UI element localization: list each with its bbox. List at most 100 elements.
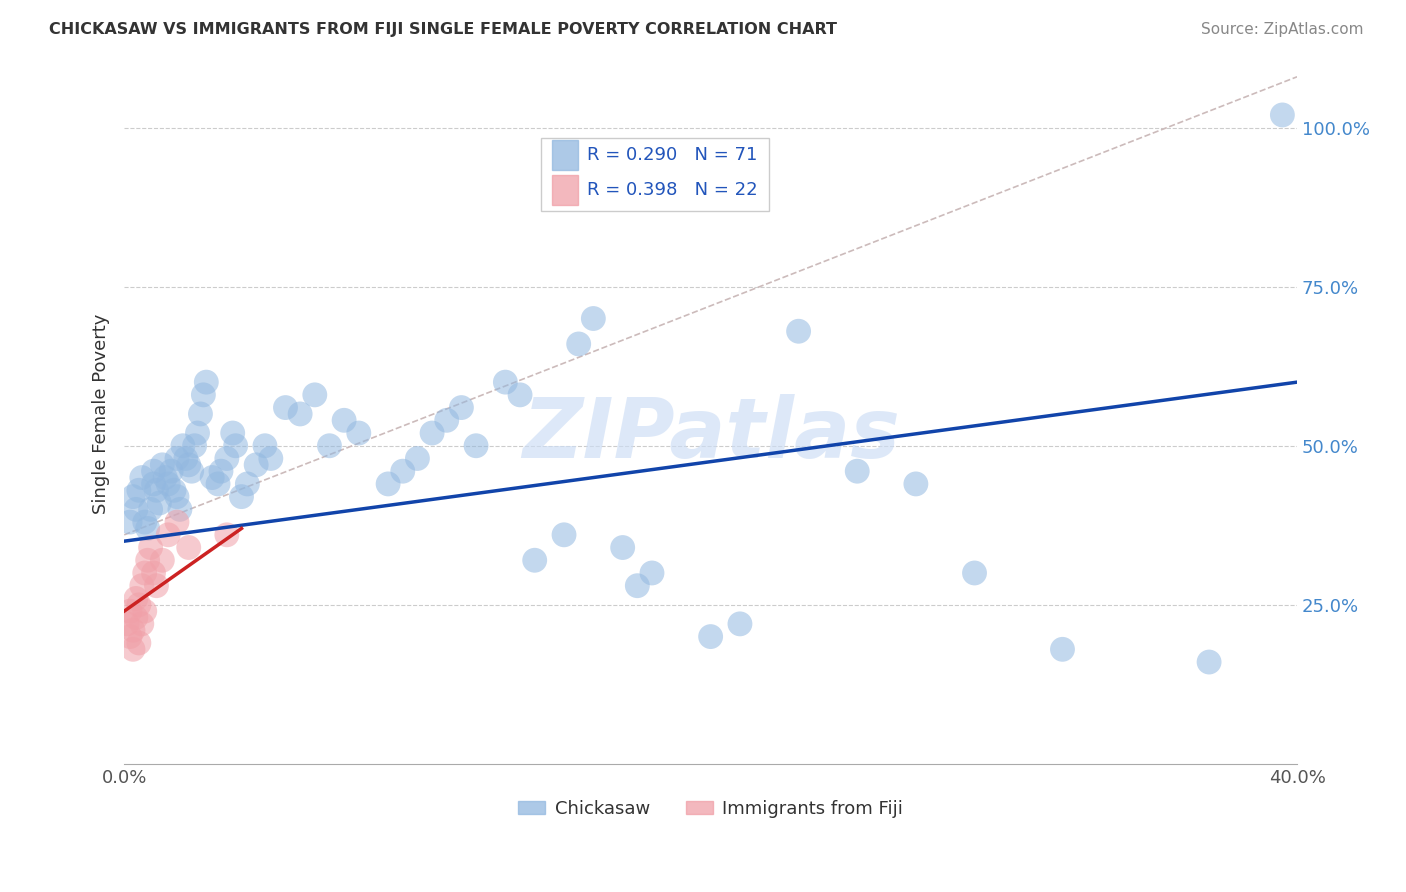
Text: R = 0.290   N = 71: R = 0.290 N = 71 [588, 146, 758, 164]
FancyBboxPatch shape [540, 137, 769, 211]
Point [377, 477, 399, 491]
Point [128, 636, 150, 650]
Point [304, 388, 326, 402]
Y-axis label: Single Female Poverty: Single Female Poverty [93, 314, 110, 514]
Point [523, 553, 546, 567]
Legend: Chickasaw, Immigrants from Fiji: Chickasaw, Immigrants from Fiji [512, 792, 910, 825]
Point [904, 477, 927, 491]
Point [166, 515, 188, 529]
Point [963, 566, 986, 580]
Point [120, 630, 142, 644]
Point [494, 375, 516, 389]
Point [582, 311, 605, 326]
Point [195, 375, 218, 389]
Point [787, 324, 810, 338]
Point [1271, 108, 1294, 122]
Point [160, 464, 183, 478]
Point [166, 451, 188, 466]
Point [142, 566, 165, 580]
Point [347, 425, 370, 440]
Point [846, 464, 869, 478]
Point [215, 451, 238, 466]
Point [131, 470, 153, 484]
Point [177, 541, 200, 555]
Point [1052, 642, 1074, 657]
Point [225, 439, 247, 453]
Point [134, 566, 156, 580]
Point [172, 439, 194, 453]
Point [131, 616, 153, 631]
Point [150, 458, 173, 472]
Point [288, 407, 311, 421]
Point [253, 439, 276, 453]
Point [201, 470, 224, 484]
Point [568, 337, 591, 351]
Point [122, 624, 145, 638]
Point [163, 483, 186, 498]
Point [136, 521, 159, 535]
Point [122, 490, 145, 504]
Point [125, 610, 148, 624]
Point [318, 439, 340, 453]
Point [128, 598, 150, 612]
Point [728, 616, 751, 631]
Point [406, 451, 429, 466]
Point [245, 458, 267, 472]
Point [177, 458, 200, 472]
Point [155, 470, 177, 484]
Point [166, 490, 188, 504]
Point [553, 528, 575, 542]
Point [125, 502, 148, 516]
Point [136, 553, 159, 567]
Point [215, 528, 238, 542]
Point [122, 642, 145, 657]
Point [145, 483, 167, 498]
Point [174, 451, 197, 466]
Text: ZIPatlas: ZIPatlas [522, 394, 900, 475]
Text: Source: ZipAtlas.com: Source: ZipAtlas.com [1201, 22, 1364, 37]
Bar [553, 176, 578, 204]
Point [209, 464, 232, 478]
Point [190, 407, 212, 421]
Point [420, 425, 443, 440]
Point [183, 439, 205, 453]
Bar [553, 140, 578, 169]
Point [131, 579, 153, 593]
Point [231, 490, 253, 504]
Point [120, 515, 142, 529]
Point [148, 496, 170, 510]
Point [391, 464, 413, 478]
Point [450, 401, 472, 415]
Point [142, 464, 165, 478]
Point [333, 413, 356, 427]
Point [222, 425, 245, 440]
Point [157, 477, 180, 491]
Point [274, 401, 297, 415]
Point [186, 425, 208, 440]
Point [150, 553, 173, 567]
Point [509, 388, 531, 402]
Point [125, 591, 148, 606]
Point [139, 502, 162, 516]
Point [465, 439, 488, 453]
Point [236, 477, 259, 491]
Point [180, 464, 202, 478]
Point [142, 477, 165, 491]
Point [436, 413, 458, 427]
Point [128, 483, 150, 498]
Point [134, 515, 156, 529]
Point [120, 604, 142, 618]
Text: R = 0.398   N = 22: R = 0.398 N = 22 [588, 181, 758, 199]
Point [641, 566, 664, 580]
Point [207, 477, 229, 491]
Point [699, 630, 721, 644]
Point [169, 502, 191, 516]
Point [612, 541, 634, 555]
Point [139, 541, 162, 555]
Point [260, 451, 283, 466]
Point [193, 388, 215, 402]
Point [157, 528, 180, 542]
Point [1198, 655, 1220, 669]
Point [115, 616, 138, 631]
Text: CHICKASAW VS IMMIGRANTS FROM FIJI SINGLE FEMALE POVERTY CORRELATION CHART: CHICKASAW VS IMMIGRANTS FROM FIJI SINGLE… [49, 22, 837, 37]
